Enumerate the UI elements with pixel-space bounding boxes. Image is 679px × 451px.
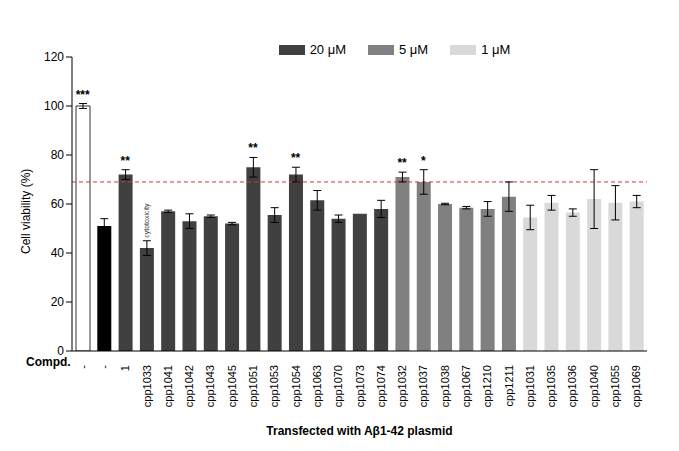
svg-text:100: 100 <box>44 99 64 113</box>
svg-text:cpp1041: cpp1041 <box>162 365 174 407</box>
svg-text:cpp1031: cpp1031 <box>524 365 536 407</box>
svg-text:**: ** <box>248 141 258 155</box>
html-text:1 μM: 1 μM <box>481 42 511 57</box>
svg-text:cpp1033: cpp1033 <box>141 365 153 407</box>
svg-text:Transfected with Aβ1-42 plasmi: Transfected with Aβ1-42 plasmid <box>266 424 452 438</box>
svg-text:cpp1040: cpp1040 <box>588 365 600 407</box>
svg-text:Cell viability (%): Cell viability (%) <box>19 169 33 254</box>
svg-text:cpp1210: cpp1210 <box>481 365 493 407</box>
svg-text:cpp1035: cpp1035 <box>545 365 557 407</box>
svg-text:cpp1067: cpp1067 <box>460 365 472 407</box>
svg-text:**: ** <box>397 156 407 170</box>
svg-text:40: 40 <box>51 246 65 260</box>
svg-text:cpp1069: cpp1069 <box>630 365 642 407</box>
svg-text:cpp1038: cpp1038 <box>439 365 451 407</box>
svg-text:cpp1063: cpp1063 <box>311 365 323 407</box>
svg-text:**: ** <box>291 151 301 165</box>
svg-text:cytotoxicity: cytotoxicity <box>143 203 151 238</box>
svg-text:***: *** <box>76 88 90 102</box>
svg-text:120: 120 <box>44 50 64 64</box>
svg-text:cpp1055: cpp1055 <box>609 365 621 407</box>
svg-text:1: 1 <box>119 365 131 371</box>
svg-text:cpp1074: cpp1074 <box>375 365 387 407</box>
svg-text:cpp1054: cpp1054 <box>290 365 302 407</box>
svg-text:cpp1070: cpp1070 <box>332 365 344 407</box>
svg-text:cpp1211: cpp1211 <box>503 365 515 406</box>
svg-text:20: 20 <box>51 295 65 309</box>
html-text:5 μM: 5 μM <box>399 42 429 57</box>
svg-text:cpp1053: cpp1053 <box>268 365 280 407</box>
svg-text:cpp1032: cpp1032 <box>396 365 408 407</box>
svg-text:cpp1051: cpp1051 <box>247 365 259 407</box>
html-text:20 μM: 20 μM <box>309 42 346 57</box>
svg-text:cpp1042: cpp1042 <box>183 365 195 407</box>
svg-text:cpp1045: cpp1045 <box>226 365 238 407</box>
svg-text:80: 80 <box>51 148 65 162</box>
svg-text:60: 60 <box>51 197 65 211</box>
html-text:Compd.: Compd. <box>26 355 71 369</box>
svg-text:*: * <box>421 154 426 168</box>
svg-text:-: - <box>77 365 89 369</box>
svg-text:cpp1036: cpp1036 <box>566 365 578 407</box>
svg-text:**: ** <box>121 154 131 168</box>
svg-text:cpp1073: cpp1073 <box>354 365 366 407</box>
svg-text:-: - <box>98 365 110 369</box>
svg-text:cpp1037: cpp1037 <box>417 365 429 407</box>
svg-text:cpp1043: cpp1043 <box>204 365 216 407</box>
svg-text:0: 0 <box>57 344 64 359</box>
